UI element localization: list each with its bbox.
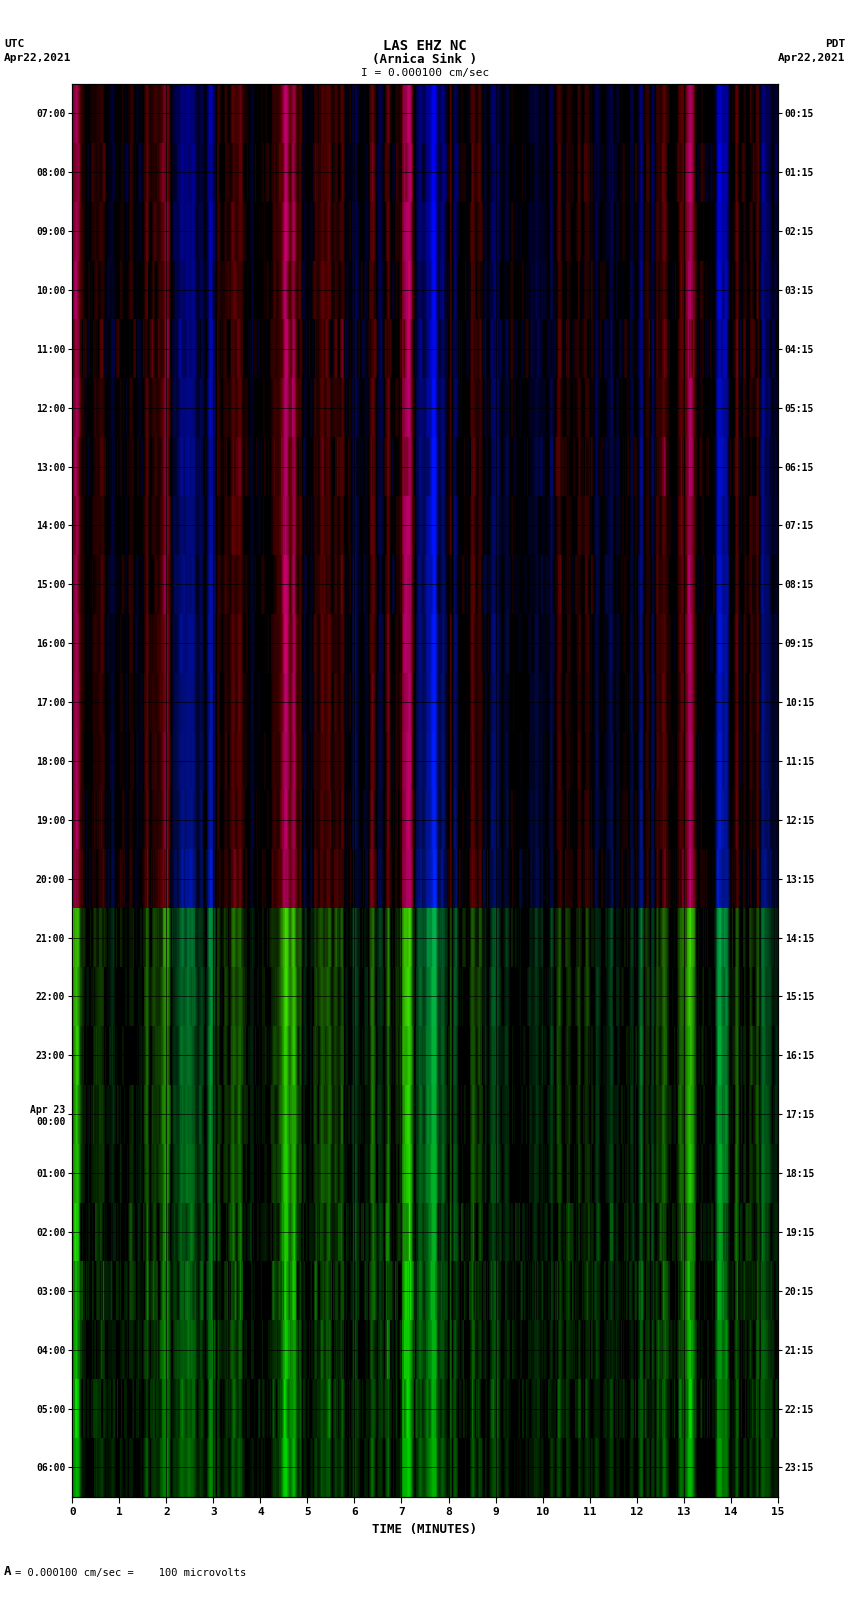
Text: = 0.000100 cm/sec =    100 microvolts: = 0.000100 cm/sec = 100 microvolts: [15, 1568, 246, 1578]
Text: UTC: UTC: [4, 39, 25, 48]
Text: Apr22,2021: Apr22,2021: [4, 53, 71, 63]
X-axis label: TIME (MINUTES): TIME (MINUTES): [372, 1523, 478, 1536]
Text: Apr22,2021: Apr22,2021: [779, 53, 846, 63]
Text: LAS EHZ NC: LAS EHZ NC: [383, 39, 467, 53]
Text: (Arnica Sink ): (Arnica Sink ): [372, 53, 478, 66]
Text: I = 0.000100 cm/sec: I = 0.000100 cm/sec: [361, 68, 489, 77]
Text: A: A: [4, 1565, 12, 1578]
Text: PDT: PDT: [825, 39, 846, 48]
